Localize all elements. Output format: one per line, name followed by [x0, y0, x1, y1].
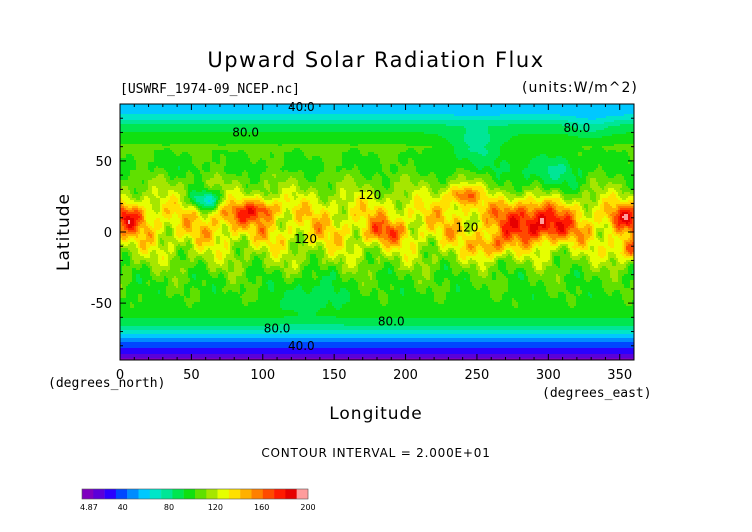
colorbar-swatch: [206, 489, 218, 499]
colorbar-swatch: [229, 489, 241, 499]
contour-interval-label: CONTOUR INTERVAL = 2.000E+01: [0, 446, 752, 460]
contour-label: 120: [358, 188, 381, 202]
y-axis-label: Latitude: [54, 193, 74, 271]
contour-label: 40.0: [288, 339, 315, 353]
x-tick-label: 350: [607, 368, 632, 383]
colorbar-tick-label: 120: [208, 503, 223, 512]
colorbar-swatch: [195, 489, 207, 499]
colorbar-swatch: [240, 489, 252, 499]
colorbar-tick-label: 80: [164, 503, 174, 512]
colorbar: [82, 489, 308, 499]
contour-label: 120: [294, 232, 317, 246]
colorbar-swatch: [218, 489, 230, 499]
colorbar-min-label: 4.87: [80, 503, 98, 512]
colorbar-swatch: [127, 489, 139, 499]
y-axis-unit: (degrees_north): [48, 376, 165, 391]
colorbar-swatch: [184, 489, 196, 499]
y-tick-label: 50: [95, 155, 112, 170]
colorbar-swatch: [116, 489, 128, 499]
colorbar-swatch: [139, 489, 151, 499]
colorbar-tick-label: 200: [300, 503, 315, 512]
x-tick-label: 200: [393, 368, 418, 383]
x-tick-label: 250: [465, 368, 490, 383]
colorbar-swatch: [105, 489, 117, 499]
colorbar-tick-label: 40: [118, 503, 128, 512]
colorbar-tick-label: 160: [254, 503, 269, 512]
contour-label: 80.0: [564, 121, 591, 135]
y-tick-label: -50: [91, 297, 112, 312]
contour-label: 80.0: [378, 315, 405, 329]
colorbar-swatch: [161, 489, 173, 499]
contour-label: 80.0: [232, 125, 259, 139]
colorbar-swatch: [252, 489, 264, 499]
colorbar-swatch: [297, 489, 309, 499]
colorbar-swatch: [172, 489, 184, 499]
x-axis-unit: (degrees_east): [542, 386, 652, 401]
x-tick-label: 50: [183, 368, 200, 383]
contour-label: 40.0: [288, 100, 315, 114]
colorbar-swatch: [285, 489, 297, 499]
colorbar-swatch: [150, 489, 162, 499]
x-tick-label: 150: [322, 368, 347, 383]
x-tick-label: 300: [536, 368, 561, 383]
colorbar-swatch: [82, 489, 94, 499]
contour-label: 80.0: [264, 322, 291, 336]
colorbar-swatch: [274, 489, 286, 499]
colorbar-swatch: [93, 489, 105, 499]
contour-label: 120: [455, 221, 478, 235]
colorbar-swatch: [263, 489, 275, 499]
y-tick-label: 0: [104, 226, 112, 241]
x-tick-label: 100: [250, 368, 275, 383]
x-axis-label: Longitude: [0, 404, 752, 424]
